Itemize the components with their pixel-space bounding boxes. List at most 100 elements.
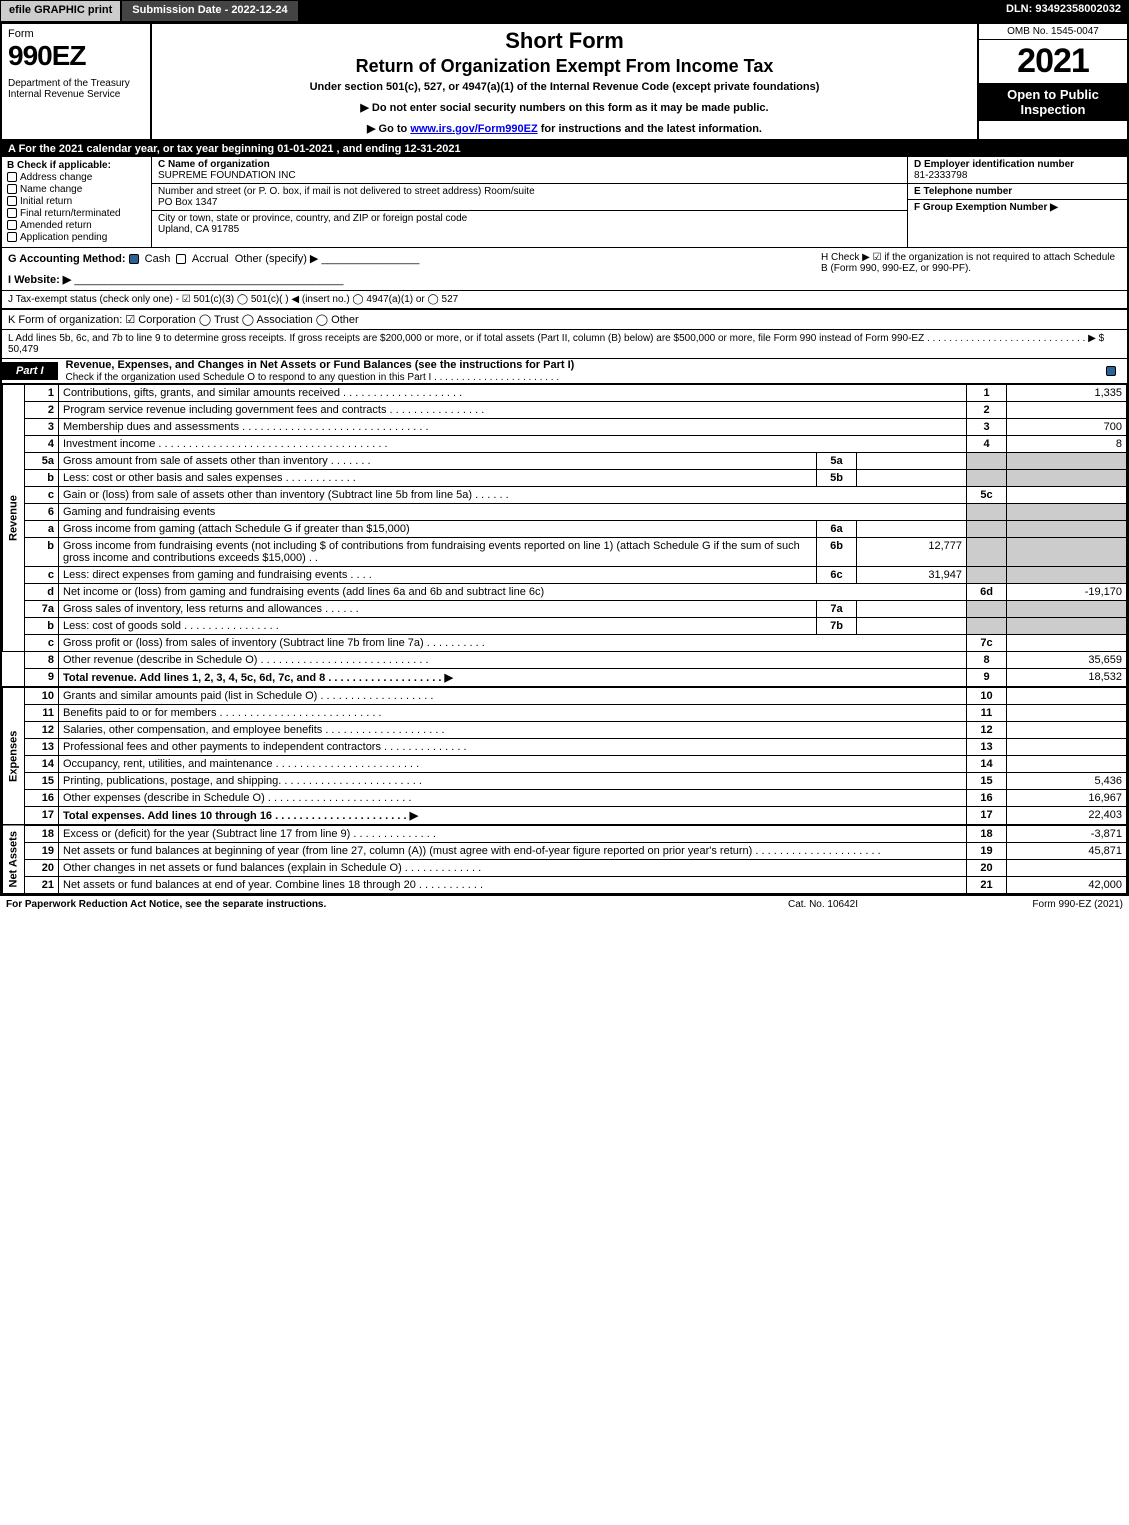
row-g-h: G Accounting Method: Cash Accrual Other …: [2, 248, 1127, 291]
line-7b-subval: [857, 618, 967, 635]
line-7c-amt: [1007, 635, 1127, 652]
line-6-num: 6: [25, 504, 59, 521]
check-final-return[interactable]: Final return/terminated: [7, 208, 146, 219]
omb-number: OMB No. 1545-0047: [979, 24, 1127, 40]
line-5a-amt-shade: [1007, 453, 1127, 470]
line-10-col: 10: [967, 687, 1007, 705]
line-9-desc: Total revenue. Add lines 1, 2, 3, 4, 5c,…: [59, 669, 967, 688]
dln-label: DLN: 93492358002032: [998, 0, 1129, 22]
line-21-col: 21: [967, 877, 1007, 894]
line-6d-col: 6d: [967, 584, 1007, 601]
line-18-col: 18: [967, 825, 1007, 843]
check-amended-return[interactable]: Amended return: [7, 220, 146, 231]
line-1-amt: 1,335: [1007, 385, 1127, 402]
form-label: Form: [8, 28, 144, 40]
line-8-col: 8: [967, 652, 1007, 669]
line-14-desc: Occupancy, rent, utilities, and maintena…: [59, 756, 967, 773]
line-5b-sublab: 5b: [817, 470, 857, 487]
telephone-block: E Telephone number: [908, 184, 1127, 200]
line-15-col: 15: [967, 773, 1007, 790]
line-2-amt: [1007, 402, 1127, 419]
submission-date: Submission Date - 2022-12-24: [121, 0, 298, 22]
warning-goto: ▶ Go to www.irs.gov/Form990EZ for instru…: [160, 122, 969, 135]
line-5a-col-shade: [967, 453, 1007, 470]
line-7a-desc: Gross sales of inventory, less returns a…: [59, 601, 817, 618]
line-14-col: 14: [967, 756, 1007, 773]
part-i-title: Revenue, Expenses, and Changes in Net As…: [58, 359, 1097, 383]
line-10-desc: Grants and similar amounts paid (list in…: [59, 687, 967, 705]
line-2-col: 2: [967, 402, 1007, 419]
page-footer: For Paperwork Reduction Act Notice, see …: [0, 896, 1129, 913]
line-6b-sublab: 6b: [817, 538, 857, 567]
line-19-col: 19: [967, 843, 1007, 860]
line-8-desc: Other revenue (describe in Schedule O) .…: [59, 652, 967, 669]
part-i-check-note: Check if the organization used Schedule …: [66, 372, 560, 383]
line-6c-num: c: [25, 567, 59, 584]
tax-year: 2021: [979, 40, 1127, 83]
header-middle: Short Form Return of Organization Exempt…: [152, 24, 977, 139]
line-14-num: 14: [25, 756, 59, 773]
line-8-num: 8: [25, 652, 59, 669]
line-7b-sublab: 7b: [817, 618, 857, 635]
line-5a-sublab: 5a: [817, 453, 857, 470]
subtitle: Under section 501(c), 527, or 4947(a)(1)…: [160, 81, 969, 93]
line-15-amt: 5,436: [1007, 773, 1127, 790]
row-l-amount: 50,479: [8, 344, 39, 355]
line-5a-desc: Gross amount from sale of assets other t…: [59, 453, 817, 470]
city-value: Upland, CA 91785: [158, 224, 239, 235]
line-3-num: 3: [25, 419, 59, 436]
line-5c-col: 5c: [967, 487, 1007, 504]
check-address-change[interactable]: Address change: [7, 172, 146, 183]
efile-print-button[interactable]: efile GRAPHIC print: [0, 0, 121, 22]
g-label: G Accounting Method:: [8, 253, 126, 265]
line-6a-amt-shade: [1007, 521, 1127, 538]
check-accrual[interactable]: [176, 254, 186, 264]
column-c: C Name of organization SUPREME FOUNDATIO…: [152, 157, 907, 247]
line-15-num: 15: [25, 773, 59, 790]
address-block: Number and street (or P. O. box, if mail…: [152, 184, 907, 211]
check-cash[interactable]: [129, 254, 139, 264]
netassets-side-label: Net Assets: [3, 825, 25, 894]
line-6c-amt-shade: [1007, 567, 1127, 584]
line-6a-sublab: 6a: [817, 521, 857, 538]
row-k-form-org: K Form of organization: ☑ Corporation ◯ …: [2, 310, 1127, 330]
part-i-checkbox[interactable]: [1097, 365, 1127, 377]
line-6c-sublab: 6c: [817, 567, 857, 584]
line-6b-subval: 12,777: [857, 538, 967, 567]
line-3-amt: 700: [1007, 419, 1127, 436]
goto-prefix: ▶ Go to: [367, 123, 410, 135]
line-5b-desc: Less: cost or other basis and sales expe…: [59, 470, 817, 487]
line-14-amt: [1007, 756, 1127, 773]
form-header: Form 990EZ Department of the Treasury In…: [2, 24, 1127, 141]
check-initial-return[interactable]: Initial return: [7, 196, 146, 207]
line-4-col: 4: [967, 436, 1007, 453]
line-7a-num: 7a: [25, 601, 59, 618]
line-7b-desc: Less: cost of goods sold . . . . . . . .…: [59, 618, 817, 635]
line-7a-subval: [857, 601, 967, 618]
line-6d-num: d: [25, 584, 59, 601]
irs-link[interactable]: www.irs.gov/Form990EZ: [410, 123, 537, 135]
line-19-amt: 45,871: [1007, 843, 1127, 860]
line-16-desc: Other expenses (describe in Schedule O) …: [59, 790, 967, 807]
h-schedule-b: H Check ▶ ☑ if the organization is not r…: [821, 252, 1121, 286]
check-name-change[interactable]: Name change: [7, 184, 146, 195]
line-5a-subval: [857, 453, 967, 470]
line-12-desc: Salaries, other compensation, and employ…: [59, 722, 967, 739]
form-body: Form 990EZ Department of the Treasury In…: [0, 22, 1129, 896]
line-20-amt: [1007, 860, 1127, 877]
accounting-method: G Accounting Method: Cash Accrual Other …: [8, 252, 821, 286]
line-3-desc: Membership dues and assessments . . . . …: [59, 419, 967, 436]
footer-center: Cat. No. 10642I: [723, 899, 923, 910]
line-7b-amt-shade: [1007, 618, 1127, 635]
column-b: B Check if applicable: Address change Na…: [2, 157, 152, 247]
address-value: PO Box 1347: [158, 197, 217, 208]
line-4-amt: 8: [1007, 436, 1127, 453]
line-12-num: 12: [25, 722, 59, 739]
line-17-col: 17: [967, 807, 1007, 826]
check-application-pending[interactable]: Application pending: [7, 232, 146, 243]
open-to-public: Open to Public Inspection: [979, 83, 1127, 121]
line-7a-amt-shade: [1007, 601, 1127, 618]
line-18-desc: Excess or (deficit) for the year (Subtra…: [59, 825, 967, 843]
line-6b-col-shade: [967, 538, 1007, 567]
line-17-num: 17: [25, 807, 59, 826]
